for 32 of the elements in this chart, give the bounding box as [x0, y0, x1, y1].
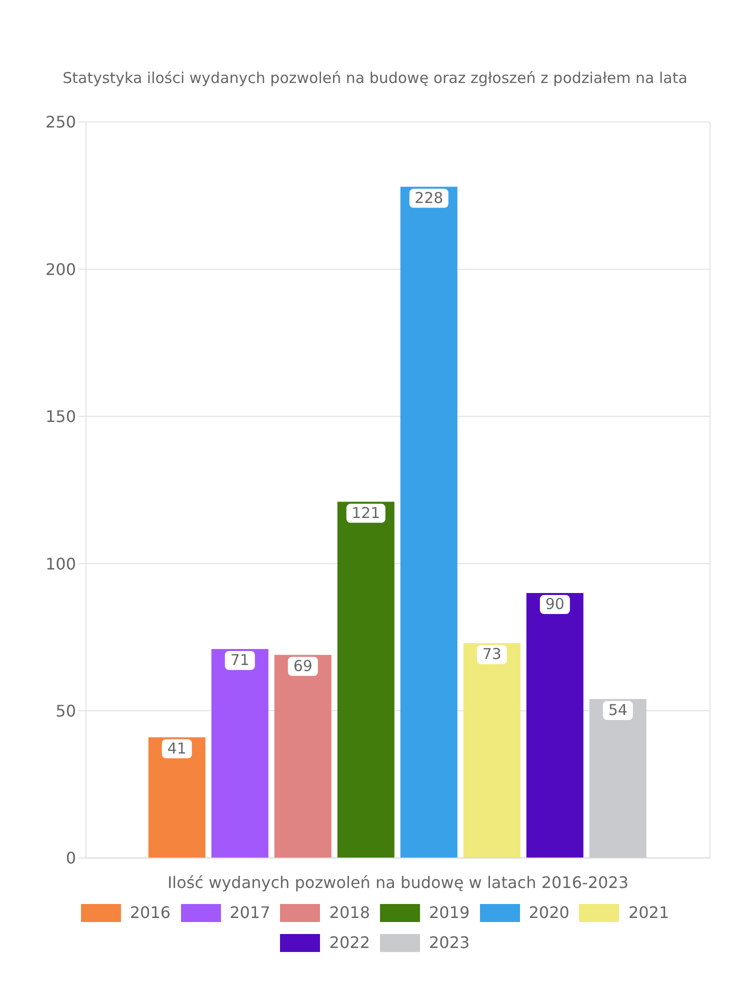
- data-label: 90: [545, 595, 564, 614]
- y-tick-label: 0: [66, 848, 76, 868]
- y-tick-label: 150: [45, 407, 76, 426]
- legend-label: 2016: [130, 903, 171, 922]
- y-tick-label: 100: [45, 554, 76, 574]
- legend-label: 2020: [528, 903, 570, 922]
- bar: [274, 654, 332, 858]
- data-label: 73: [482, 645, 502, 664]
- y-tick-label: 50: [56, 701, 76, 720]
- data-label: 54: [608, 701, 628, 720]
- data-label: 71: [230, 650, 250, 669]
- data-label: 41: [167, 739, 186, 758]
- legend-label: 2022: [329, 933, 370, 952]
- data-label: 69: [293, 656, 312, 675]
- y-tick-label: 200: [45, 260, 76, 279]
- legend-label: 2018: [329, 903, 370, 922]
- bar: [526, 593, 584, 858]
- legend-label: 2023: [429, 933, 470, 952]
- legend-label: 2017: [230, 903, 270, 922]
- chart-title: Statystyka ilości wydanych pozwoleń na budowę oraz zgłoszeń z podziałem na lata: [62, 69, 688, 87]
- bar: [337, 502, 394, 858]
- bar: [148, 737, 206, 858]
- bar: [211, 648, 268, 858]
- bar: [400, 186, 458, 858]
- bar: [589, 699, 646, 858]
- x-axis-title: Ilość wydanych pozwoleń na budowę w latach 2016-2023: [167, 873, 629, 892]
- y-tick-label: 250: [45, 112, 76, 132]
- data-label: 228: [414, 188, 444, 207]
- bar: [463, 643, 520, 858]
- data-label: 121: [352, 504, 380, 522]
- legend-label: 2021: [628, 903, 670, 922]
- legend-label: 2019: [429, 903, 470, 922]
